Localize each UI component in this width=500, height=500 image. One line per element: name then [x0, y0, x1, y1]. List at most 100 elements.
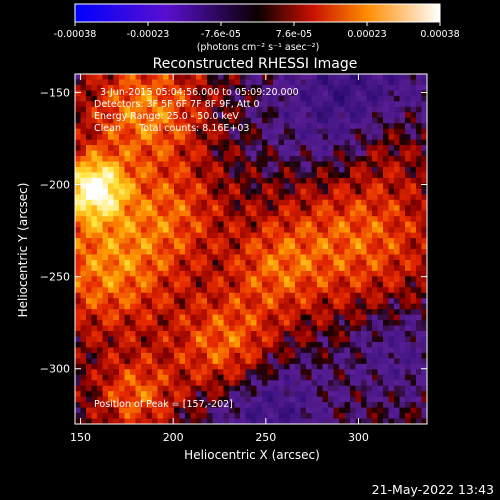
heatmap-cell	[273, 276, 279, 283]
heatmap-cell	[157, 391, 164, 398]
heatmap-cell	[405, 227, 411, 233]
heatmap-cell	[146, 396, 153, 403]
heatmap-cell	[322, 150, 329, 157]
heatmap-cell	[267, 128, 274, 135]
heatmap-cell	[229, 281, 235, 288]
heatmap-cell	[306, 227, 312, 233]
heatmap-cell	[80, 413, 87, 419]
heatmap-cell	[141, 407, 147, 414]
heatmap-cell	[322, 331, 329, 337]
heatmap-cell	[322, 336, 329, 343]
heatmap-cell	[179, 418, 186, 425]
heatmap-cell	[383, 227, 389, 233]
heatmap-cell	[124, 281, 131, 288]
heatmap-cell	[339, 391, 345, 398]
heatmap-cell	[97, 166, 103, 173]
heatmap-cell	[91, 418, 98, 425]
heatmap-cell	[80, 243, 87, 250]
heatmap-cell	[91, 413, 98, 419]
heatmap-cell	[168, 254, 175, 261]
heatmap-cell	[102, 232, 109, 239]
heatmap-cell	[295, 134, 301, 141]
heatmap-cell	[284, 101, 290, 108]
heatmap-cell	[207, 298, 213, 305]
heatmap-cell	[416, 123, 422, 130]
heatmap-cell	[421, 369, 428, 376]
heatmap-cell	[113, 117, 120, 124]
heatmap-cell	[119, 303, 125, 310]
heatmap-cell	[234, 341, 241, 348]
heatmap-cell	[135, 314, 142, 321]
heatmap-cell	[278, 95, 285, 102]
heatmap-cell	[196, 380, 202, 387]
timestamp: 21-May-2022 13:43	[372, 482, 494, 497]
heatmap-cell	[267, 161, 274, 168]
heatmap-cell	[190, 117, 197, 124]
heatmap-cell	[328, 265, 334, 272]
heatmap-cell	[190, 254, 197, 261]
heatmap-cell	[256, 194, 263, 201]
heatmap-cell	[157, 156, 164, 162]
heatmap-cell	[399, 352, 406, 359]
heatmap-cell	[262, 150, 268, 157]
heatmap-cell	[262, 188, 268, 195]
heatmap-cell	[124, 232, 131, 239]
heatmap-cell	[174, 106, 180, 113]
heatmap-cell	[388, 276, 395, 283]
heatmap-cell	[295, 101, 301, 108]
heatmap-cell	[284, 418, 290, 425]
heatmap-cell	[146, 249, 153, 255]
heatmap-cell	[135, 287, 142, 294]
heatmap-cell	[245, 314, 252, 321]
heatmap-cell	[86, 139, 92, 146]
heatmap-cell	[163, 232, 169, 239]
heatmap-cell	[317, 352, 323, 359]
heatmap-cell	[410, 210, 417, 217]
heatmap-cell	[229, 374, 235, 381]
heatmap-cell	[355, 134, 362, 141]
heatmap-cell	[394, 156, 400, 162]
heatmap-cell	[130, 270, 136, 277]
heatmap-cell	[399, 292, 406, 299]
heatmap-cell	[388, 341, 395, 348]
heatmap-cell	[361, 188, 367, 195]
heatmap-cell	[416, 166, 422, 173]
heatmap-cell	[141, 166, 147, 173]
heatmap-cell	[355, 413, 362, 419]
heatmap-cell	[124, 188, 131, 195]
heatmap-cell	[102, 325, 109, 332]
heatmap-cell	[86, 210, 92, 217]
heatmap-cell	[190, 391, 197, 398]
heatmap-cell	[377, 363, 384, 370]
heatmap-cell	[119, 298, 125, 305]
heatmap-cell	[212, 249, 219, 255]
heatmap-cell	[119, 287, 125, 294]
heatmap-cell	[322, 123, 329, 130]
heatmap-cell	[207, 347, 213, 354]
heatmap-cell	[284, 254, 290, 261]
heatmap-cell	[262, 90, 268, 97]
heatmap-cell	[262, 380, 268, 387]
heatmap-cell	[251, 331, 257, 337]
heatmap-cell	[333, 145, 340, 151]
heatmap-cell	[80, 177, 87, 184]
heatmap-cell	[322, 166, 329, 173]
heatmap-cell	[416, 188, 422, 195]
heatmap-cell	[86, 79, 92, 86]
heatmap-cell	[185, 150, 191, 157]
heatmap-cell	[124, 194, 131, 201]
heatmap-cell	[311, 363, 318, 370]
heatmap-cell	[317, 183, 323, 190]
heatmap-cell	[278, 210, 285, 217]
heatmap-cell	[168, 418, 175, 425]
heatmap-cell	[196, 418, 202, 425]
heatmap-cell	[212, 418, 219, 425]
heatmap-cell	[212, 150, 219, 157]
heatmap-cell	[75, 134, 81, 141]
heatmap-cell	[366, 177, 373, 184]
heatmap-cell	[234, 139, 241, 146]
heatmap-cell	[350, 336, 356, 343]
heatmap-cell	[223, 396, 230, 403]
heatmap-cell	[119, 232, 125, 239]
heatmap-cell	[157, 243, 164, 250]
